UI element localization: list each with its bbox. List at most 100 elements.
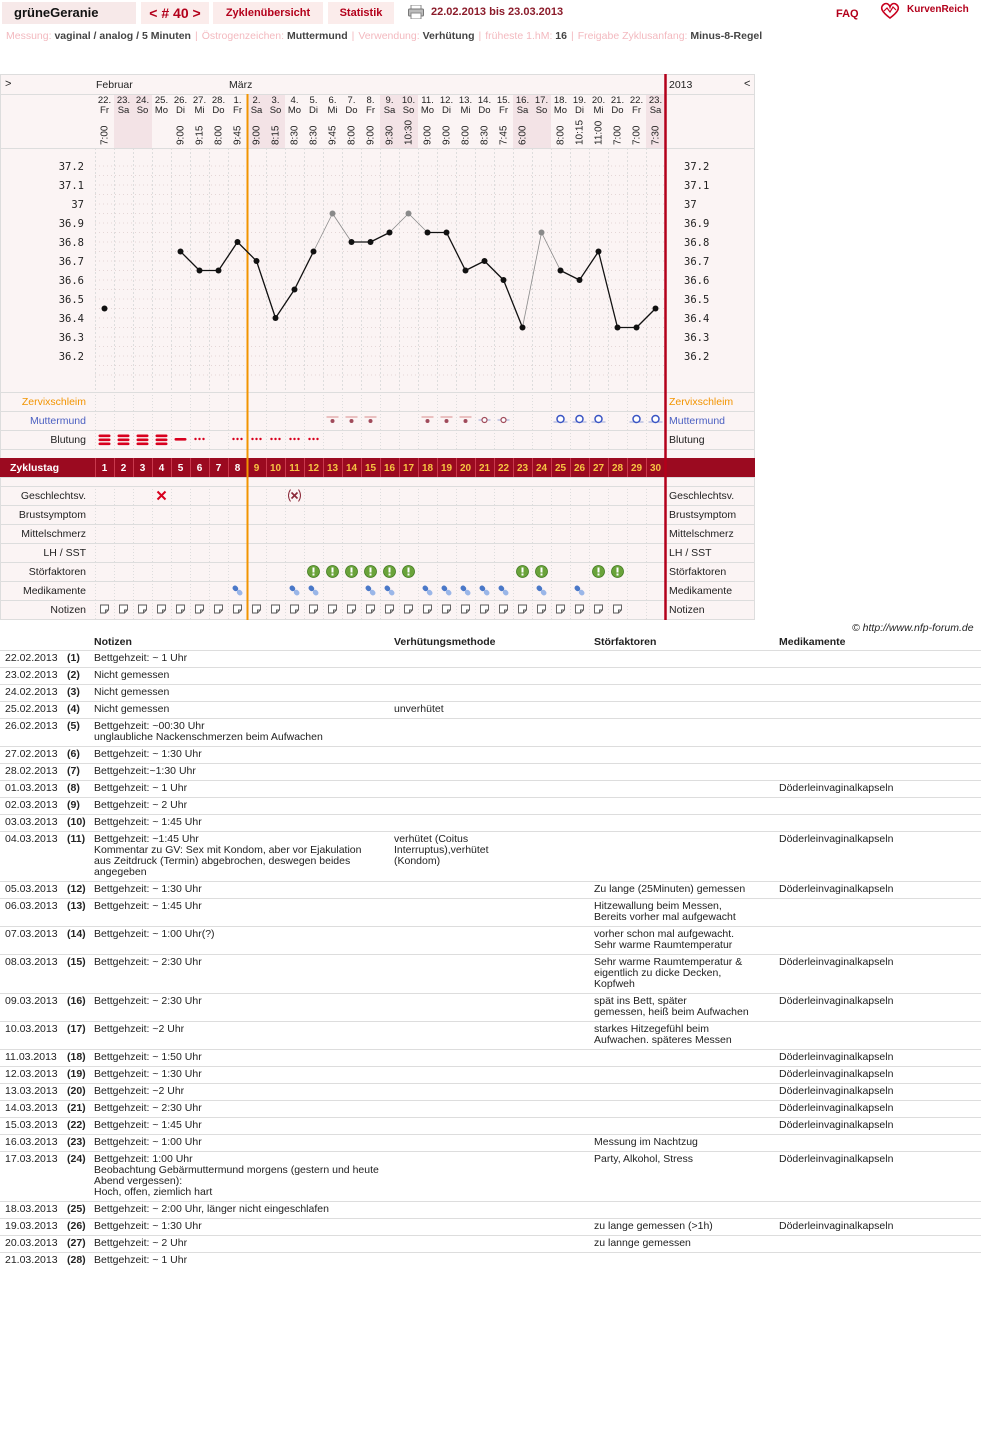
measure-time: 6:00 <box>518 125 529 145</box>
note-icon[interactable] <box>252 604 261 614</box>
temp-tick-left: 36.9 <box>59 218 84 230</box>
note-icon[interactable] <box>347 604 356 614</box>
row-label-right-stoer: Störfaktoren <box>669 566 726 578</box>
tab-cycle-overview[interactable]: Zyklenübersicht <box>213 2 323 24</box>
day-weekday: Sa <box>517 105 529 116</box>
note-icon[interactable] <box>480 604 489 614</box>
disturbance-icon <box>540 567 543 573</box>
note-icon[interactable] <box>404 604 413 614</box>
row-label-blutung: Blutung <box>50 434 86 446</box>
table-row: 11.03.2013 (18) Bettgehzeit: ~ 1:50 Uhr Död… <box>0 1049 981 1067</box>
note-icon[interactable] <box>385 604 394 614</box>
note-icon[interactable] <box>233 604 242 614</box>
chart-nav-next[interactable]: < <box>744 78 750 90</box>
temp-tick-right: 36.7 <box>684 256 709 268</box>
measure-time: 9:00 <box>423 125 434 145</box>
weekend-column <box>380 94 399 148</box>
note-icon[interactable] <box>423 604 432 614</box>
note-icon[interactable] <box>138 604 147 614</box>
measure-time: 8:15 <box>271 125 282 145</box>
temp-tick-right: 37.1 <box>684 180 709 192</box>
temperature-point <box>500 277 507 283</box>
note-icon[interactable] <box>328 604 337 614</box>
note-icon[interactable] <box>499 604 508 614</box>
temperature-point <box>519 324 526 331</box>
note-icon[interactable] <box>119 604 128 614</box>
bleeding-spot-icon <box>316 437 319 441</box>
row-disturbance <box>594 763 779 781</box>
faq-link[interactable]: FAQ <box>836 8 859 20</box>
note-icon <box>333 609 337 613</box>
row-cycle-day: (28) <box>67 1252 94 1269</box>
table-row: 26.02.2013 (5) Bettgehzeit: ~00:30 Uhr ung… <box>0 718 981 747</box>
note-icon[interactable] <box>176 604 185 614</box>
row-disturbance: spät ins Bett, später gemessen, heiß bei… <box>594 993 779 1022</box>
table-row: 10.03.2013 (17) Bettgehzeit: ~2 Uhr starkes… <box>0 1021 981 1050</box>
chart-panel <box>0 74 755 620</box>
row-note: Bettgehzeit: ~ 1:45 Uhr <box>94 898 394 927</box>
row-contraception <box>394 1066 594 1084</box>
note-icon[interactable] <box>594 604 603 614</box>
note-icon[interactable] <box>537 604 546 614</box>
day-date: 11. <box>421 95 434 106</box>
row-medication: Döderleinvaginalkapseln <box>779 1218 981 1236</box>
note-icon[interactable] <box>442 604 451 614</box>
weekend-column <box>532 94 551 148</box>
note-icon[interactable] <box>518 604 527 614</box>
row-note: Bettgehzeit: ~ 1:45 Uhr <box>94 1117 394 1135</box>
cycle-day-bar <box>0 458 755 477</box>
note-icon[interactable] <box>556 604 565 614</box>
chart-nav-prev[interactable]: > <box>5 78 11 90</box>
info-label: Messung: <box>6 30 52 42</box>
row-date: 13.03.2013 <box>0 1083 67 1101</box>
note-icon[interactable] <box>309 604 318 614</box>
note-icon[interactable] <box>157 604 166 614</box>
logo-text[interactable]: KurvenReich <box>907 4 969 15</box>
cycle-navigation[interactable]: < # 40 > <box>141 2 209 24</box>
note-icon[interactable] <box>461 604 470 614</box>
note-icon[interactable] <box>195 604 204 614</box>
temperature-line-segment <box>237 241 257 262</box>
disturbance-icon <box>331 567 334 573</box>
note-icon[interactable] <box>100 604 109 614</box>
row-contraception <box>394 746 594 764</box>
row-contraception <box>394 1252 594 1269</box>
row-disturbance <box>594 701 779 719</box>
temperature-point <box>348 239 355 245</box>
row-medication: Döderleinvaginalkapseln <box>779 1049 981 1067</box>
cycle-day-number: 24 <box>536 463 548 474</box>
row-contraception <box>394 898 594 927</box>
row-note: Bettgehzeit: ~ 1:50 Uhr <box>94 1049 394 1067</box>
note-icon <box>409 609 413 613</box>
note-icon[interactable] <box>575 604 584 614</box>
medication-pill-icon <box>232 585 243 596</box>
tab-statistics[interactable]: Statistik <box>328 2 394 24</box>
cervix-mid-icon <box>500 416 507 424</box>
measure-time: 7:30 <box>651 125 662 145</box>
row-label-right-brust: Brustsymptom <box>669 509 736 521</box>
row-medication: Döderleinvaginalkapseln <box>779 954 981 994</box>
note-icon[interactable] <box>214 604 223 614</box>
cycle-day-number: 18 <box>422 463 434 474</box>
row-label-med: Medikamente <box>23 585 86 597</box>
note-icon <box>352 609 356 613</box>
weekend-column <box>266 94 285 148</box>
measure-time: 9:00 <box>176 125 187 145</box>
heart-curve-icon[interactable] <box>880 2 900 20</box>
note-icon <box>428 609 432 613</box>
table-row: 12.03.2013 (19) Bettgehzeit: ~ 1:30 Uhr Död… <box>0 1066 981 1084</box>
bleeding-heavy-icon <box>155 438 168 442</box>
bleeding-heavy-icon <box>98 438 111 442</box>
row-contraception <box>394 763 594 781</box>
disturbance-icon <box>369 567 372 573</box>
note-icon[interactable] <box>271 604 280 614</box>
note-icon[interactable] <box>366 604 375 614</box>
row-contraception <box>394 1235 594 1253</box>
note-icon[interactable] <box>290 604 299 614</box>
row-date: 11.03.2013 <box>0 1049 67 1067</box>
temperature-line-segment <box>313 213 333 252</box>
printer-icon[interactable] <box>408 5 424 19</box>
note-icon[interactable] <box>613 604 622 614</box>
measure-time: 10:30 <box>404 120 415 145</box>
day-weekday: Di <box>309 105 318 116</box>
